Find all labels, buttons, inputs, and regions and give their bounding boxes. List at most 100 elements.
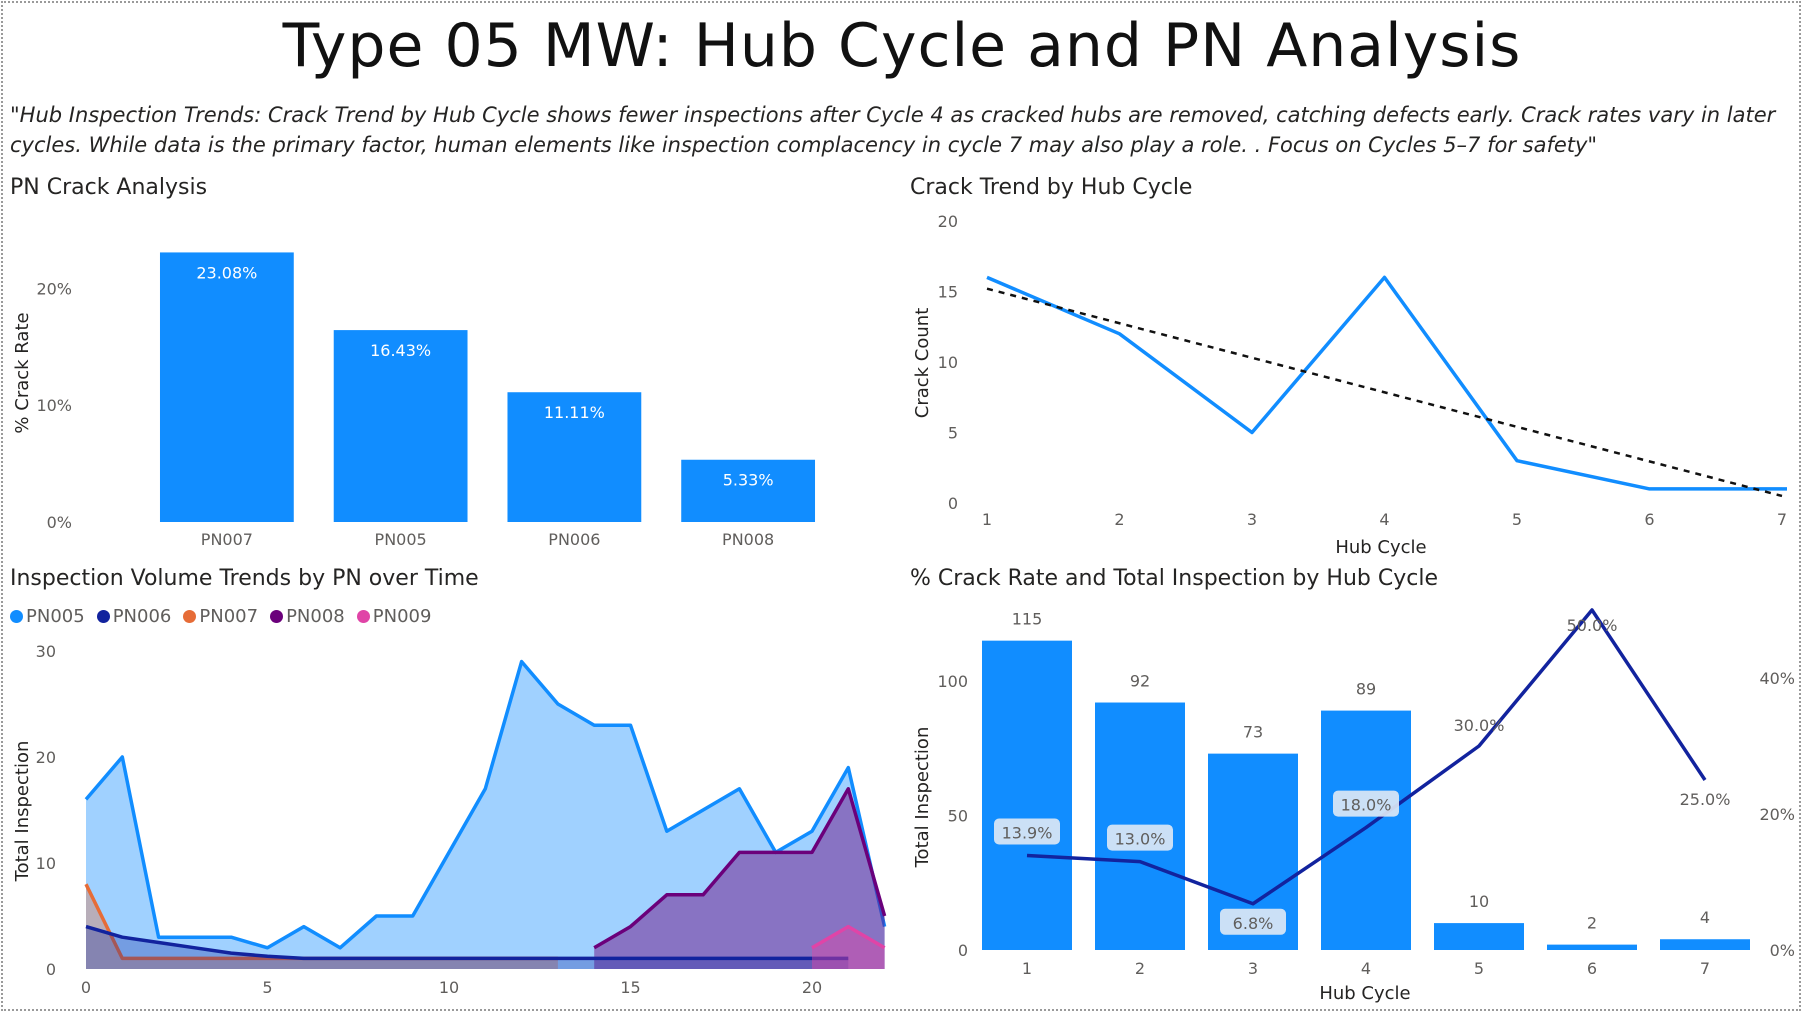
page-subtitle: "Hub Inspection Trends: Crack Trend by H… <box>10 103 1776 157</box>
area-pn007 <box>86 884 558 969</box>
inspection-volume-legend: PN005 PN006 PN007 PN008 PN009 <box>10 606 437 627</box>
x-tick-label: 1 <box>982 510 992 529</box>
y-tick-label: 20 <box>938 212 958 231</box>
x-tick-label: 5 <box>1474 959 1484 978</box>
bar-data-label: 92 <box>1130 672 1150 691</box>
x-tick-label: 1 <box>1022 959 1032 978</box>
x-tick-label: 3 <box>1248 959 1258 978</box>
bar-data-label: 16.43% <box>370 341 431 360</box>
y-tick-label: 15 <box>938 283 958 302</box>
x-tick-label: 4 <box>1361 959 1371 978</box>
legend-item-pn007[interactable]: PN007 <box>183 606 258 627</box>
line-label-background <box>1220 908 1286 935</box>
x-tick-label: 0 <box>81 978 91 997</box>
bar-data-label: 2 <box>1587 914 1597 933</box>
legend-swatch <box>270 610 284 623</box>
x-tick-label: 5 <box>262 978 272 997</box>
bar-data-label: 73 <box>1243 723 1263 742</box>
y-tick-label: 50 <box>948 807 968 826</box>
line-pn005 <box>84 659 887 950</box>
line-data-label: 6.8% <box>1233 914 1274 933</box>
x-tick-label: 10 <box>439 978 459 997</box>
y2-tick-label: 0% <box>1770 941 1795 960</box>
bar-data-label: 5.33% <box>723 471 774 490</box>
x-tick-label: PN008 <box>722 530 774 549</box>
line-pn009 <box>811 924 886 950</box>
y-tick-label: 10 <box>938 353 958 372</box>
y-axis-label: Total Inspection <box>912 727 933 869</box>
page-title: Type 05 MW: Hub Cycle and PN Analysis <box>282 11 1522 81</box>
x-tick-label: 15 <box>620 978 640 997</box>
bar <box>507 392 642 522</box>
bar <box>159 252 294 522</box>
bar <box>333 330 468 522</box>
y-tick-label: 0% <box>47 513 72 532</box>
y-tick-label: 100 <box>937 672 968 691</box>
line-label-background <box>1107 824 1173 851</box>
line-data-label: 50.0% <box>1567 616 1618 635</box>
crack-trend-title: Crack Trend by Hub Cycle <box>910 175 1193 200</box>
y-tick-label: 10 <box>36 854 56 873</box>
pn-crack-title: PN Crack Analysis <box>10 175 208 200</box>
x-tick-label: PN005 <box>375 530 427 549</box>
y-tick-label: 10% <box>36 396 72 415</box>
y-tick-label: 20 <box>36 748 56 767</box>
trend-line <box>986 287 1783 498</box>
line-data-label: 13.9% <box>1002 823 1053 842</box>
line-label-background <box>1333 790 1399 817</box>
x-tick-label: 7 <box>1777 510 1787 529</box>
legend-swatch <box>183 610 197 623</box>
bar-data-label: 115 <box>1012 610 1043 629</box>
y-tick-label: 5 <box>948 424 958 443</box>
area-pn005 <box>86 661 885 969</box>
x-tick-label: 2 <box>1114 510 1124 529</box>
y-axis-label: Crack Count <box>912 308 933 419</box>
crack-rate-line <box>1026 608 1707 906</box>
legend-item-pn005[interactable]: PN005 <box>10 606 85 627</box>
legend-item-pn008[interactable]: PN008 <box>270 606 345 627</box>
bar-data-label: 10 <box>1469 892 1489 911</box>
x-tick-label: 7 <box>1700 959 1710 978</box>
crack-rate-total-title: % Crack Rate and Total Inspection by Hub… <box>910 566 1438 591</box>
bar-data-label: 11.11% <box>544 403 605 422</box>
line-data-label: 25.0% <box>1680 790 1731 809</box>
legend-label: PN005 <box>26 606 85 627</box>
x-tick-label: 2 <box>1135 959 1145 978</box>
legend-label: PN007 <box>199 606 259 627</box>
x-tick-label: 20 <box>802 978 822 997</box>
legend-swatch <box>10 610 23 623</box>
line-data-label: 30.0% <box>1454 716 1505 735</box>
bar <box>681 459 816 522</box>
bar <box>1321 710 1411 950</box>
y-axis-label: Total Inspection <box>12 741 33 883</box>
y2-tick-label: 40% <box>1759 669 1795 688</box>
area-pn008 <box>594 788 885 969</box>
x-tick-label: PN007 <box>201 530 253 549</box>
x-tick-label: 5 <box>1512 510 1522 529</box>
legend-label: PN006 <box>112 606 172 627</box>
legend-label: PN009 <box>372 606 432 627</box>
crack-count-line <box>986 275 1782 491</box>
bar-data-label: 89 <box>1356 680 1376 699</box>
area-pn009 <box>812 926 885 969</box>
legend-item-pn006[interactable]: PN006 <box>96 606 172 627</box>
line-pn006 <box>85 924 849 961</box>
x-axis-label: Hub Cycle <box>1335 537 1426 558</box>
bar <box>982 640 1072 950</box>
y-tick-label: 0 <box>46 960 56 979</box>
y-tick-label: 20% <box>36 279 72 298</box>
bar-data-label: 4 <box>1700 908 1710 927</box>
line-label-background <box>994 818 1060 845</box>
y2-tick-label: 20% <box>1759 805 1795 824</box>
legend-item-pn009[interactable]: PN009 <box>356 606 432 627</box>
legend-swatch <box>356 610 370 623</box>
y-tick-label: 30 <box>36 642 56 661</box>
bar <box>1660 939 1750 950</box>
y-tick-label: 0 <box>948 494 958 513</box>
bar <box>1434 923 1524 950</box>
x-tick-label: 4 <box>1379 510 1389 529</box>
x-tick-label: 6 <box>1644 510 1654 529</box>
line-data-label: 18.0% <box>1341 796 1392 815</box>
